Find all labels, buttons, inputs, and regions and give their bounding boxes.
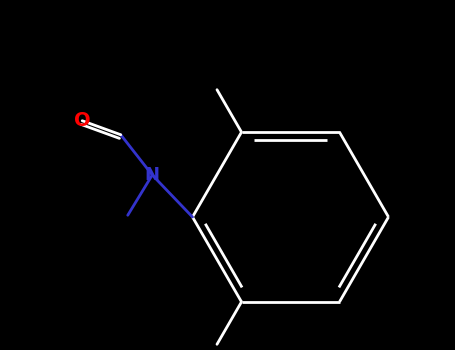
Text: N: N [145, 166, 160, 184]
Text: O: O [74, 111, 91, 130]
